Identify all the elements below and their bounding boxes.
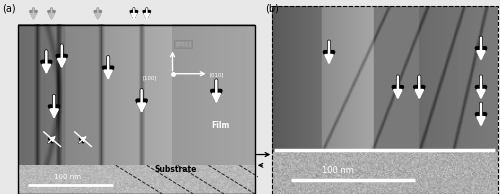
Text: (a): (a) xyxy=(2,4,16,14)
Text: [100]: [100] xyxy=(143,75,158,81)
Text: Film: Film xyxy=(211,121,230,130)
Text: [010]: [010] xyxy=(210,73,224,78)
Text: 100 nm: 100 nm xyxy=(54,174,81,180)
Text: Substrate: Substrate xyxy=(154,165,197,174)
Text: (b): (b) xyxy=(265,4,279,14)
Bar xyxy=(18,25,255,194)
Text: [001]: [001] xyxy=(175,42,191,47)
Text: 100 nm: 100 nm xyxy=(322,166,354,175)
